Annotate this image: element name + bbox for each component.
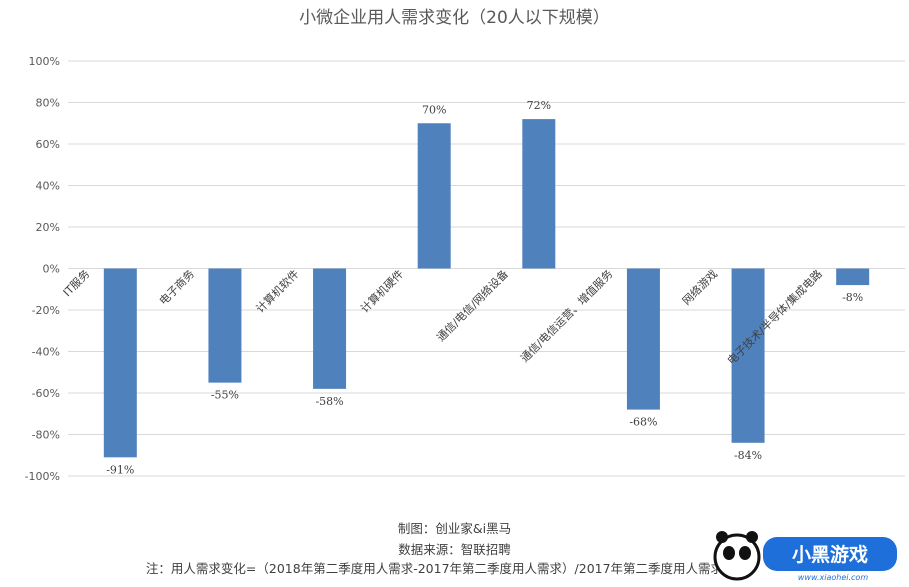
chart-credit: 制图：创业家&i黑马: [397, 521, 512, 536]
chart-title: 小微企业用人需求变化（20人以下规模）: [299, 8, 610, 28]
y-tick-label: 100%: [29, 55, 60, 68]
bar: [103, 268, 137, 458]
data-label: 72%: [527, 99, 551, 112]
data-label: -91%: [106, 463, 134, 476]
category-label: 电子商务: [156, 267, 197, 308]
category-label: 通信/电信运营、增值服务: [517, 267, 615, 365]
watermark-text: 小黑游戏: [792, 543, 868, 566]
data-label: -55%: [211, 389, 239, 402]
y-tick-label: 60%: [36, 138, 60, 151]
bar: [313, 268, 347, 389]
category-label: 计算机软件: [253, 267, 302, 316]
bar-chart: 100%80%60%40%20%0%-20%-40%-60%-80%-100% …: [25, 55, 905, 483]
y-tick-label: 80%: [36, 97, 60, 110]
data-labels: -91% -55% -58% 70% 72% -68% -84% -8%: [106, 99, 863, 476]
y-tick-label: -80%: [32, 429, 60, 442]
bar: [626, 268, 660, 410]
y-tick-label: 0%: [43, 263, 60, 276]
bar: [208, 268, 242, 383]
category-label: 网络游戏: [679, 267, 720, 308]
data-source: 数据来源：智联招聘: [398, 542, 511, 557]
formula-note: 注：用人需求变化=（2018年第二季度用人需求-2017年第二季度用人需求）/2…: [145, 561, 724, 576]
y-axis-tick-labels: 100% 80% 60% 40% 20% 0% -20% -40% -60% -80% -100%: [25, 55, 60, 483]
y-tick-label: -20%: [32, 304, 60, 317]
gridlines: [68, 60, 905, 477]
category-labels: IT服务 电子商务 计算机软件 计算机硬件 通信/电信/网络设备 通信/电信运营、增值服务…: [61, 267, 825, 368]
y-tick-label: 40%: [36, 180, 60, 193]
watermark-logo: 小黑游戏 www.xiaohei.com: [713, 531, 897, 582]
bar: [417, 123, 451, 269]
y-tick-label: 20%: [36, 221, 60, 234]
bars: [103, 119, 870, 458]
data-label: -58%: [315, 395, 343, 408]
data-label: -8%: [842, 291, 863, 304]
y-tick-label: -40%: [32, 346, 60, 359]
category-label: 计算机硬件: [358, 267, 407, 316]
data-label: 70%: [422, 103, 446, 116]
category-label: IT服务: [61, 267, 93, 299]
watermark-url: www.xiaohei.com: [798, 573, 868, 582]
bar: [731, 268, 765, 443]
data-label: -84%: [734, 449, 762, 462]
category-label: 通信/电信/网络设备: [434, 267, 511, 344]
y-tick-label: -60%: [32, 387, 60, 400]
y-tick-label: -100%: [25, 470, 60, 483]
bar: [836, 268, 870, 286]
data-label: -68%: [629, 416, 657, 429]
bar: [522, 119, 556, 269]
